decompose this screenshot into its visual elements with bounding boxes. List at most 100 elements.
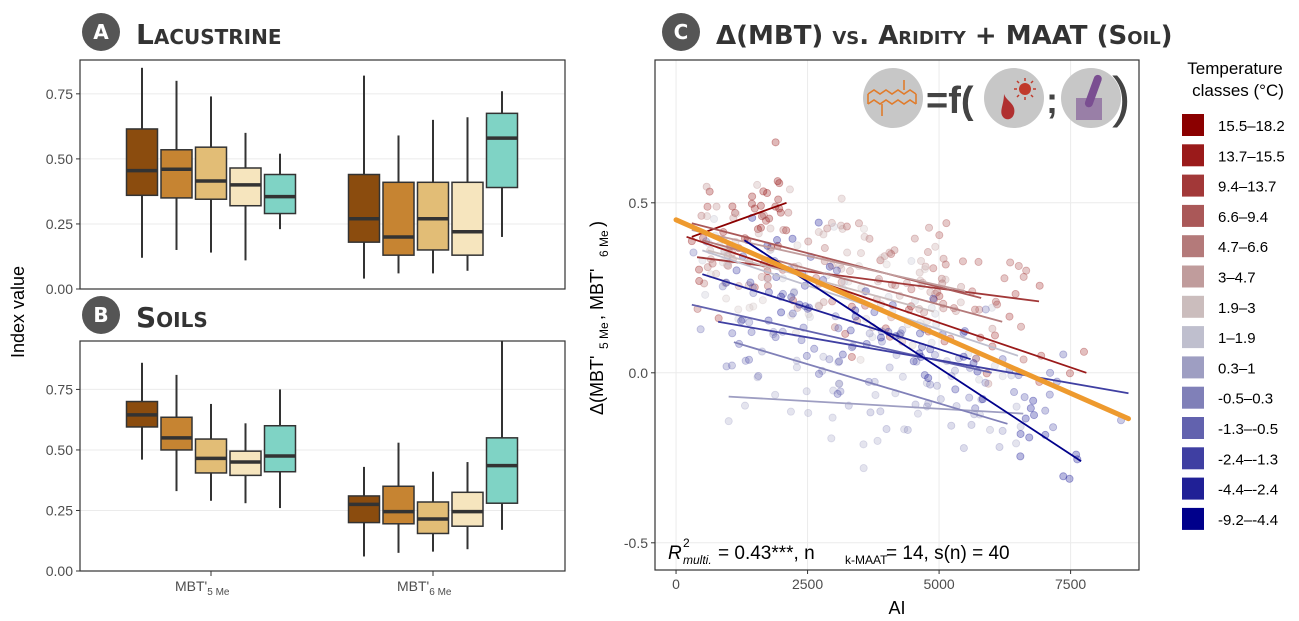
scatter-point xyxy=(756,223,765,232)
scatter-point xyxy=(837,221,846,230)
scatter-point xyxy=(778,289,787,298)
scatter-point xyxy=(877,337,886,346)
scatter-point xyxy=(710,215,719,224)
scatter-point xyxy=(987,303,996,312)
legend-swatch xyxy=(1182,417,1204,439)
scatter-point xyxy=(827,434,836,443)
scatter-point xyxy=(758,296,767,305)
legend-label: 0.3–1 xyxy=(1218,360,1256,377)
scatter-point xyxy=(950,366,959,375)
scatter-point xyxy=(880,252,889,261)
scatter-point xyxy=(828,413,837,422)
scatter-point xyxy=(921,262,930,271)
scatter-point xyxy=(734,305,743,314)
scatter-point xyxy=(846,326,855,335)
y-tick-label: 0.00 xyxy=(46,563,73,579)
scatter-point xyxy=(763,275,772,284)
panel-c-plot: -0.5 0.0 0.5 0 2500 5000 7500 =f( xyxy=(587,59,1140,618)
class-fit-line xyxy=(691,229,966,293)
x-tick-label: MBT'6 Me xyxy=(397,578,452,598)
scatter-point xyxy=(876,407,885,416)
panel-b-boxes xyxy=(125,341,519,557)
scatter-point xyxy=(825,355,834,364)
scatter-point xyxy=(1045,390,1054,399)
scatter-point xyxy=(1059,472,1068,481)
scatter-point xyxy=(804,310,813,319)
legend-label: -2.4–-1.3 xyxy=(1218,451,1278,468)
panel-b-y-ticks: 0.00 0.25 0.50 0.75 xyxy=(46,381,80,579)
panel-a-header: A Lacustrine xyxy=(82,13,282,51)
scatter-point xyxy=(920,371,929,380)
box xyxy=(485,112,519,189)
panel-b-badge-letter: B xyxy=(93,303,108,327)
legend-label: -1.3–-0.5 xyxy=(1218,421,1278,438)
scatter-point xyxy=(763,281,772,290)
scatter-point xyxy=(700,279,709,288)
annotation-end: = 14, s(n) = 40 xyxy=(886,543,1010,564)
scatter-point xyxy=(1020,393,1029,402)
scatter-point xyxy=(859,464,868,473)
scatter-point xyxy=(931,289,940,298)
scatter-point xyxy=(843,248,852,257)
y-label-part2: , MBT' xyxy=(587,269,607,320)
scatter-point xyxy=(787,293,796,302)
scatter-point xyxy=(834,324,843,333)
scatter-point xyxy=(1016,452,1025,461)
equation-separator: ; xyxy=(1046,80,1058,121)
scatter-point xyxy=(873,436,882,445)
scatter-point xyxy=(922,379,931,388)
scatter-point xyxy=(924,373,933,382)
legend-swatch xyxy=(1182,295,1204,318)
legend-swatch xyxy=(1182,447,1204,470)
legend-swatch xyxy=(1182,265,1204,288)
box xyxy=(347,495,381,524)
scatter-point xyxy=(972,354,981,363)
legend-label: 1.9–3 xyxy=(1218,300,1256,317)
panel-a-boxes xyxy=(125,67,519,279)
temperature-legend: Temperature classes (°C) 15.5–18.2 13.7–1… xyxy=(1182,59,1285,530)
scatter-point xyxy=(958,257,967,266)
y-tick-label: 0.25 xyxy=(46,502,73,518)
scatter-point xyxy=(1035,281,1044,290)
scatter-point xyxy=(930,350,939,359)
scatter-point xyxy=(988,324,997,333)
beaker-icon xyxy=(1076,98,1102,120)
equation-close: ) xyxy=(1112,65,1131,128)
legend-swatch xyxy=(1182,174,1204,197)
y-tick-label: 0.5 xyxy=(629,195,649,211)
legend-swatch xyxy=(1182,204,1204,227)
scatter-point xyxy=(1016,429,1025,438)
scatter-point xyxy=(837,194,846,203)
scatter-point xyxy=(702,212,711,221)
scatter-point xyxy=(882,425,891,434)
scatter-point xyxy=(868,333,877,342)
scatter-point xyxy=(834,379,843,388)
legend-swatch xyxy=(1182,114,1204,136)
scatter-point xyxy=(885,248,894,257)
scatter-point xyxy=(763,273,772,282)
panel-c-badge-letter: C xyxy=(674,20,689,44)
scatter-point xyxy=(876,333,885,342)
scatter-point xyxy=(856,249,865,258)
scatter-point xyxy=(802,351,811,360)
scatter-point xyxy=(1017,322,1026,331)
y-tick-label: 0.25 xyxy=(46,216,73,232)
scatter-point xyxy=(804,408,813,417)
scatter-point xyxy=(981,305,990,314)
scatter-point xyxy=(929,294,938,303)
panel-b-header: B Soils xyxy=(82,296,208,334)
y-label-sub1: 5 Me xyxy=(597,322,611,349)
scatter-point xyxy=(774,195,783,204)
scatter-point xyxy=(737,316,746,325)
molecule-icon-structure xyxy=(867,80,917,116)
scatter-point xyxy=(925,223,934,232)
x-tick-label: 2500 xyxy=(792,576,823,592)
scatter-point xyxy=(695,265,704,274)
scatter-point xyxy=(937,274,946,283)
panel-c-x-axis-label: AI xyxy=(888,598,905,618)
scatter-point xyxy=(876,256,885,265)
scatter-point xyxy=(771,333,780,342)
scatter-point xyxy=(865,329,874,338)
scatter-point xyxy=(1046,368,1055,377)
